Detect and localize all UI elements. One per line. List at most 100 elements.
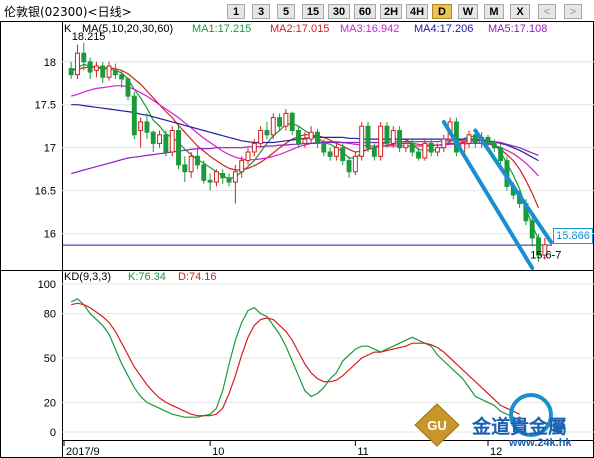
candle — [409, 139, 415, 157]
candle — [378, 121, 384, 161]
candle — [112, 63, 118, 79]
candle-body — [416, 151, 421, 159]
candle — [131, 91, 137, 140]
period-button-D[interactable]: D — [432, 4, 452, 19]
watermark-name: 金道貴金屬 — [472, 416, 568, 438]
candle-body — [472, 134, 478, 144]
x-tick-label: 12 — [490, 446, 502, 458]
candle — [81, 42, 87, 71]
candle-body — [68, 68, 74, 76]
period-button-60[interactable]: 60 — [354, 4, 376, 19]
candle-body — [340, 147, 346, 162]
trend-line-1 — [441, 119, 535, 270]
period-button-1[interactable]: 1 — [227, 4, 245, 19]
candle-body — [201, 164, 207, 181]
candle-body — [226, 177, 232, 183]
period-button-30[interactable]: 30 — [328, 4, 350, 19]
kd-line-d — [71, 302, 520, 417]
candle — [270, 113, 276, 140]
candle-body — [485, 136, 491, 144]
candle — [201, 160, 207, 184]
candle — [176, 126, 181, 170]
candle-body — [106, 65, 112, 78]
candle-body — [176, 130, 181, 166]
candle — [435, 143, 440, 157]
candle — [302, 132, 308, 148]
trend-line-2 — [473, 128, 554, 245]
logo-diamond — [414, 403, 460, 447]
high-label: 18.215 — [72, 31, 106, 43]
candle — [428, 139, 434, 157]
ma-value-4: MA4:17.206 — [414, 23, 474, 35]
main-y-tick: 17.5 — [35, 100, 56, 112]
kd-y-tick: 100 — [38, 279, 56, 291]
candle — [403, 139, 409, 152]
candle-body — [308, 131, 314, 140]
ma-params-label: MA(5,10,20,30,60) — [82, 23, 174, 35]
candle — [220, 169, 226, 184]
candle-body — [258, 130, 264, 144]
period-button-X[interactable]: X — [510, 4, 530, 19]
candle-body — [163, 134, 169, 153]
candle-body — [213, 171, 219, 183]
low-label: 15.6-7 — [530, 250, 561, 262]
chart-frame — [0, 21, 594, 458]
ma-value-5: MA5:17.108 — [488, 23, 548, 35]
period-button-next[interactable]: > — [564, 4, 582, 19]
candle-body — [138, 121, 144, 132]
candle — [75, 44, 80, 79]
candle-body — [327, 151, 333, 157]
candle — [188, 152, 194, 178]
kd-line-k — [70, 298, 520, 421]
candle — [239, 156, 245, 178]
candle-body — [296, 130, 301, 144]
candle-body — [270, 117, 276, 136]
kd-y-tick: 50 — [44, 353, 56, 365]
candle — [213, 169, 219, 187]
candle — [93, 61, 99, 78]
period-button-15[interactable]: 15 — [302, 4, 324, 19]
candle — [296, 126, 301, 148]
candle — [371, 143, 377, 161]
main-y-tick: 16 — [44, 229, 56, 241]
candle — [226, 173, 232, 187]
candle — [106, 61, 112, 81]
candle — [365, 121, 371, 152]
candle — [150, 130, 156, 152]
candle-body — [289, 112, 295, 132]
period-button-W[interactable]: W — [458, 4, 478, 19]
candle — [397, 126, 403, 152]
candle — [87, 57, 93, 79]
candle-body — [157, 134, 163, 144]
period-button-5[interactable]: 5 — [277, 4, 295, 19]
candle — [384, 121, 390, 148]
candle — [346, 156, 352, 178]
candle-body — [352, 155, 358, 173]
candle-body — [81, 52, 87, 63]
ma-value-1: MA1:17.215 — [192, 23, 252, 35]
candle-body — [207, 179, 213, 183]
period-button-M[interactable]: M — [484, 4, 504, 19]
candle-body — [283, 112, 289, 127]
candle — [308, 126, 314, 144]
period-button-4H[interactable]: 4H — [406, 4, 428, 19]
candle — [542, 237, 548, 260]
candle — [232, 164, 238, 204]
candle-body — [112, 69, 118, 76]
candle — [100, 61, 106, 84]
candle — [536, 233, 541, 262]
candle-body — [251, 142, 257, 153]
period-button-prev[interactable]: < — [538, 4, 556, 19]
period-button-2H[interactable]: 2H — [380, 4, 402, 19]
watermark-url: www.24k.hk — [509, 437, 572, 449]
candle — [245, 147, 251, 165]
period-button-3[interactable]: 3 — [252, 4, 270, 19]
candle-body — [87, 61, 93, 73]
main-indicator-label: K — [64, 23, 72, 35]
candle — [441, 134, 447, 152]
candle-body — [529, 220, 535, 239]
x-tick-label: 11 — [357, 446, 368, 458]
candle — [258, 126, 264, 148]
kd-y-tick: 0 — [50, 427, 56, 439]
